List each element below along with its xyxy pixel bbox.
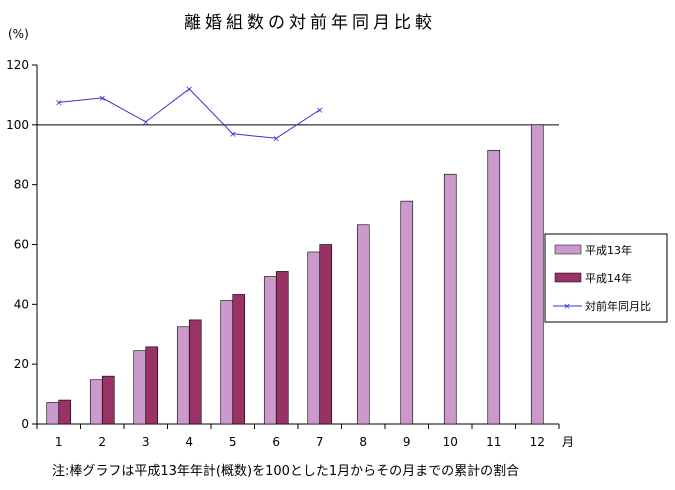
bar-h13-month-5 <box>220 300 234 425</box>
ratio-line <box>58 88 321 139</box>
bar-h13-month-7 <box>307 251 321 425</box>
bar-h13-month-2 <box>89 379 103 425</box>
bar-h13-month-10 <box>443 173 457 425</box>
y-tick-label: 80 <box>14 178 29 192</box>
ratio-point-month-4: × <box>185 85 193 95</box>
legend-swatch-h14 <box>554 272 582 283</box>
y-tick-label: 120 <box>6 58 29 72</box>
x-tick-label: 2 <box>98 435 106 449</box>
ratio-point-month-1: × <box>55 98 63 108</box>
x-tick-label: 6 <box>272 435 280 449</box>
x-tick-label: 4 <box>185 435 193 449</box>
x-tick-label: 8 <box>359 435 367 449</box>
y-tick-label: 40 <box>14 297 29 311</box>
footnote: 注:棒グラフは平成13年年計(概数)を100とした1月からその月までの累計の割合 <box>52 463 519 479</box>
legend-swatch-h13 <box>554 244 582 255</box>
x-tick-label: 9 <box>403 435 411 449</box>
ratio-point-month-7: × <box>316 106 324 116</box>
legend-label-h14: 平成14年 <box>585 271 632 285</box>
x-tick-label: 10 <box>443 435 458 449</box>
bar-h14-month-7 <box>319 244 333 425</box>
y-tick-label: 60 <box>14 238 29 252</box>
y-tick-label: 0 <box>21 417 29 431</box>
bar-h13-month-12 <box>530 124 544 425</box>
bar-h13-month-3 <box>133 350 147 425</box>
bar-h14-month-6 <box>275 271 289 425</box>
x-tick-label: 3 <box>142 435 150 449</box>
bar-h13-month-1 <box>46 402 60 425</box>
bar-h13-month-8 <box>356 224 370 425</box>
x-tick-label: 11 <box>486 435 501 449</box>
y-axis-unit: (%) <box>8 27 29 41</box>
bar-h14-month-3 <box>145 346 159 425</box>
x-tick-label: 7 <box>316 435 324 449</box>
legend-marker-ratio: × <box>563 302 571 312</box>
x-tick-label: 12 <box>530 435 545 449</box>
y-tick-label: 20 <box>14 357 29 371</box>
bar-h13-month-4 <box>176 326 190 425</box>
ratio-point-month-5: × <box>229 130 237 140</box>
y-tick-label: 100 <box>6 118 29 132</box>
legend: 平成13年 平成14年 × 対前年同月比 <box>544 233 668 323</box>
bar-h13-month-9 <box>400 200 414 425</box>
x-tick-label: 1 <box>55 435 63 449</box>
x-tick-label: 5 <box>229 435 237 449</box>
ratio-point-month-3: × <box>142 118 150 128</box>
bar-h13-month-6 <box>263 276 277 425</box>
bar-h14-month-5 <box>232 294 246 425</box>
chart-title: 離婚組数の対前年同月比較 <box>184 13 436 33</box>
legend-label-h13: 平成13年 <box>585 243 632 257</box>
legend-label-ratio: 対前年同月比 <box>585 299 651 313</box>
ratio-point-month-6: × <box>272 134 280 144</box>
ratio-point-month-2: × <box>98 94 106 104</box>
bar-h13-month-11 <box>487 149 501 425</box>
bar-h14-month-4 <box>188 319 202 425</box>
bar-h14-month-1 <box>58 399 72 425</box>
x-axis-unit: 月 <box>562 435 574 449</box>
bar-h14-month-2 <box>101 375 115 425</box>
